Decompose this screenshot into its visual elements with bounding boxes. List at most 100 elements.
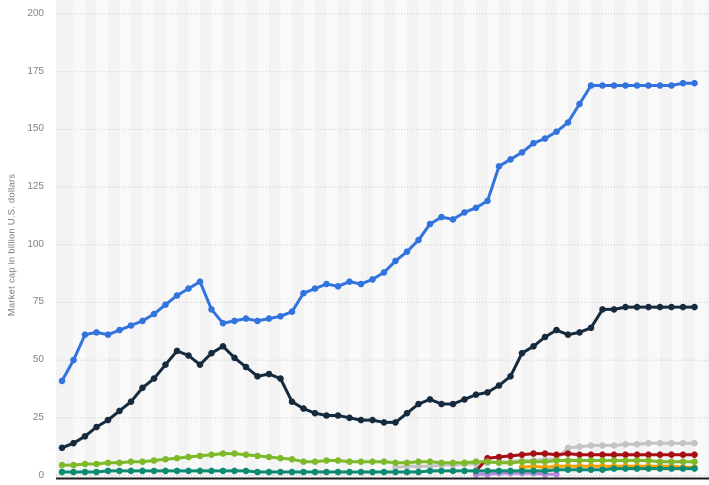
data-point-light-green[interactable] [150,457,158,464]
data-point-teal[interactable] [438,467,445,475]
data-point-light-green[interactable] [518,458,526,466]
data-point-dark-red[interactable] [610,451,618,459]
data-point-dark-red[interactable] [679,451,687,459]
data-point-blue[interactable] [438,213,445,221]
data-point-blue[interactable] [311,285,319,292]
data-point-blue[interactable] [288,308,296,316]
data-point-dark-red[interactable] [668,451,675,459]
data-point-teal[interactable] [231,467,238,475]
data-point-blue[interactable] [219,319,227,327]
data-point-blue[interactable] [116,326,123,334]
data-point-blue[interactable] [208,306,215,313]
data-point-dark-navy[interactable] [587,324,595,332]
data-point-blue[interactable] [162,301,169,309]
data-point-light-green[interactable] [633,457,641,464]
data-point-dark-navy[interactable] [530,343,537,350]
data-point-blue[interactable] [357,280,365,288]
data-point-blue[interactable] [484,197,491,205]
data-point-teal[interactable] [254,468,261,476]
data-point-light-green[interactable] [162,456,169,463]
data-point-blue[interactable] [150,310,158,318]
data-point-dark-navy[interactable] [472,391,480,399]
data-point-blue[interactable] [415,236,422,244]
data-point-light-green[interactable] [679,458,687,466]
data-point-blue[interactable] [334,283,342,290]
data-point-dark-navy[interactable] [265,370,273,378]
data-point-light-green[interactable] [81,460,89,468]
data-point-dark-navy[interactable] [599,306,606,313]
data-point-blue[interactable] [610,82,618,89]
data-point-dark-navy[interactable] [415,400,422,408]
data-point-gray[interactable] [610,442,618,449]
data-point-teal[interactable] [553,466,560,474]
data-point-blue[interactable] [392,257,399,265]
data-point-teal[interactable] [691,465,698,472]
data-point-light-green[interactable] [219,450,227,457]
data-point-light-green[interactable] [127,458,135,466]
data-point-blue[interactable] [656,82,664,89]
data-point-teal[interactable] [104,467,112,475]
data-point-dark-navy[interactable] [495,382,503,389]
data-point-blue[interactable] [70,356,77,364]
data-point-light-green[interactable] [196,452,204,460]
data-point-dark-navy[interactable] [553,326,560,334]
data-point-dark-navy[interactable] [426,396,434,403]
data-point-teal[interactable] [576,466,583,474]
data-point-light-green[interactable] [403,459,411,467]
data-point-blue[interactable] [691,79,698,87]
data-point-dark-navy[interactable] [150,375,158,382]
data-point-blue[interactable] [576,100,583,108]
data-point-blue[interactable] [254,317,261,325]
data-point-teal[interactable] [461,467,468,475]
data-point-dark-navy[interactable] [507,373,514,380]
data-point-gray[interactable] [599,442,606,449]
data-point-light-green[interactable] [656,458,664,466]
series-blue[interactable] [58,79,698,385]
data-point-light-green[interactable] [93,460,100,468]
data-point-light-green[interactable] [668,458,675,466]
data-point-blue[interactable] [507,156,514,163]
data-point-teal[interactable] [185,467,192,475]
data-point-dark-navy[interactable] [208,349,215,357]
data-point-gray[interactable] [679,439,687,447]
data-point-blue[interactable] [81,331,89,339]
data-point-dark-navy[interactable] [127,398,135,406]
data-point-blue[interactable] [242,315,250,322]
data-point-gray[interactable] [622,441,629,448]
data-point-dark-navy[interactable] [679,303,687,311]
data-point-light-green[interactable] [541,458,549,466]
data-point-blue[interactable] [633,82,641,89]
data-point-dark-navy[interactable] [162,361,169,369]
data-point-light-green[interactable] [208,451,215,459]
data-point-teal[interactable] [70,468,77,476]
data-point-blue[interactable] [530,139,537,147]
data-point-dark-navy[interactable] [564,331,572,339]
data-point-light-green[interactable] [288,456,296,463]
data-point-dark-navy[interactable] [231,354,238,362]
data-point-dark-navy[interactable] [645,303,652,311]
data-point-teal[interactable] [58,468,66,476]
data-point-teal[interactable] [645,465,652,472]
data-point-teal[interactable] [472,467,480,475]
data-point-light-green[interactable] [265,453,273,461]
data-point-dark-navy[interactable] [357,416,365,424]
data-point-blue[interactable] [323,280,330,288]
data-point-gray[interactable] [415,463,422,470]
data-point-light-green[interactable] [70,461,77,469]
data-point-teal[interactable] [242,467,250,475]
data-point-dark-navy[interactable] [380,419,388,426]
data-point-dark-navy[interactable] [541,333,549,341]
data-point-gray[interactable] [576,443,583,451]
data-point-light-green[interactable] [311,458,319,466]
data-point-teal[interactable] [599,466,606,474]
data-point-light-green[interactable] [346,458,353,466]
data-point-teal[interactable] [679,465,687,472]
data-point-teal[interactable] [265,468,273,476]
data-point-dark-navy[interactable] [219,343,227,350]
data-point-blue[interactable] [449,216,457,223]
data-point-dark-navy[interactable] [691,303,698,311]
data-point-dark-navy[interactable] [403,409,411,417]
data-point-light-green[interactable] [645,457,652,464]
data-point-blue[interactable] [380,269,388,276]
data-point-dark-navy[interactable] [173,347,181,355]
